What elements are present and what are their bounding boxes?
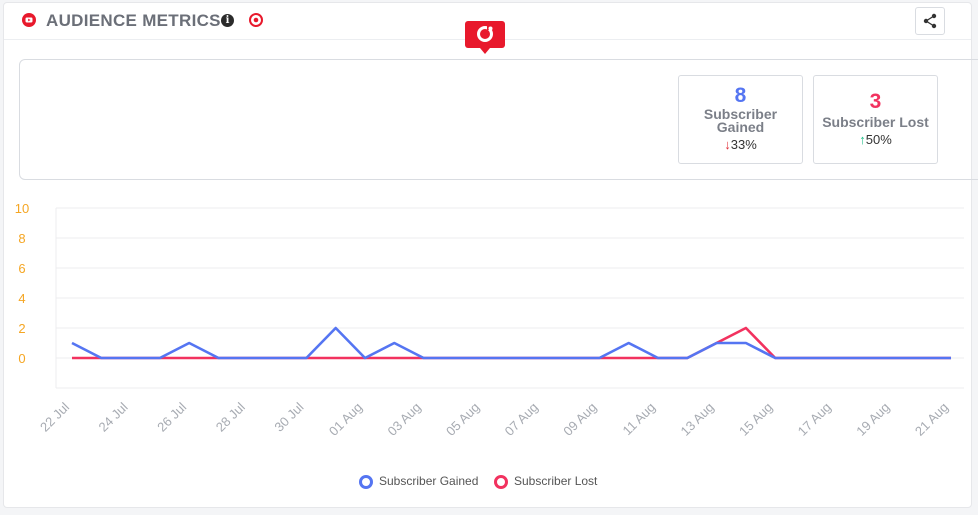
- x-tick-label: 24 Jul: [96, 399, 131, 434]
- legend-item-lost[interactable]: Subscriber Lost: [494, 474, 597, 489]
- summary-panel: [19, 59, 978, 180]
- x-tick-label: 03 Aug: [384, 400, 423, 439]
- x-tick-label: 07 Aug: [502, 400, 541, 439]
- y-tick-label: 2: [18, 321, 25, 336]
- line-chart: 10 8 6 4 2 0 22 Jul 24 Jul 26 Jul 28 Jul 30 Jul 01…: [15, 201, 964, 439]
- legend-item-gained[interactable]: Subscriber Gained: [359, 474, 478, 489]
- y-axis: 10 8 6 4 2 0: [15, 201, 29, 366]
- legend-gained-marker: [359, 474, 373, 489]
- stat-lost-label: Subscriber Lost: [822, 114, 929, 130]
- y-tick-label: 6: [18, 261, 25, 276]
- legend-gained-label: Subscriber Gained: [379, 474, 479, 488]
- info-icon[interactable]: i: [221, 14, 234, 27]
- x-tick-label: 17 Aug: [795, 400, 834, 439]
- audience-metrics-card: AUDIENCE METRICS i 8 Subscriber Gained ↓…: [3, 2, 978, 508]
- y-tick-label: 0: [18, 351, 25, 366]
- youtube-icon: [22, 13, 36, 27]
- series-line-lost: [72, 326, 951, 360]
- stat-gained-label-line1: Subscriber: [703, 106, 778, 122]
- x-tick-label: 19 Aug: [853, 400, 892, 439]
- y-tick-label: 4: [18, 291, 25, 306]
- chart-series: [71, 326, 952, 360]
- x-tick-label: 13 Aug: [677, 400, 716, 439]
- y-tick-label: 8: [18, 231, 25, 246]
- x-tick-label: 26 Jul: [154, 399, 189, 434]
- chart-grid: [55, 207, 964, 389]
- x-axis: 22 Jul 24 Jul 26 Jul 28 Jul 30 Jul 01 Aug 03 A…: [37, 399, 951, 438]
- share-button[interactable]: [915, 7, 945, 35]
- stat-subscriber-lost: 3 Subscriber Lost ↑50%: [813, 75, 938, 164]
- card-title: AUDIENCE METRICS: [46, 11, 221, 30]
- x-tick-label: 11 Aug: [620, 400, 659, 439]
- legend-lost-marker: [494, 474, 508, 489]
- series-line-gained: [71, 326, 951, 360]
- arrow-down-icon: ↓: [724, 137, 731, 152]
- stat-lost-value: 3: [869, 90, 882, 113]
- stat-gained-change-value: 33%: [730, 137, 757, 152]
- stat-gained-change: ↓33%: [679, 137, 802, 152]
- legend-lost-label: Subscriber Lost: [514, 474, 598, 488]
- share-icon: [923, 13, 937, 29]
- y-tick-label: 10: [15, 201, 29, 216]
- stat-subscriber-gained: 8 Subscriber Gained ↓33%: [678, 75, 803, 164]
- youtube-target-icon: [249, 13, 263, 27]
- x-tick-label: 22 Jul: [37, 399, 72, 434]
- x-tick-label: 21 Aug: [912, 400, 951, 439]
- x-tick-label: 05 Aug: [443, 400, 482, 439]
- x-tick-label: 01 Aug: [326, 400, 365, 439]
- x-tick-label: 09 Aug: [560, 400, 599, 439]
- brand-badge-icon: [465, 21, 505, 54]
- x-tick-label: 30 Jul: [271, 399, 306, 434]
- stat-lost-change-value: 50%: [865, 132, 892, 147]
- x-tick-label: 15 Aug: [736, 400, 775, 439]
- x-tick-label: 28 Jul: [213, 399, 248, 434]
- arrow-up-icon: ↑: [859, 132, 866, 147]
- stat-lost-change: ↑50%: [814, 132, 937, 147]
- stat-gained-label-line2: Gained: [716, 119, 765, 135]
- stat-gained-value: 8: [734, 84, 747, 107]
